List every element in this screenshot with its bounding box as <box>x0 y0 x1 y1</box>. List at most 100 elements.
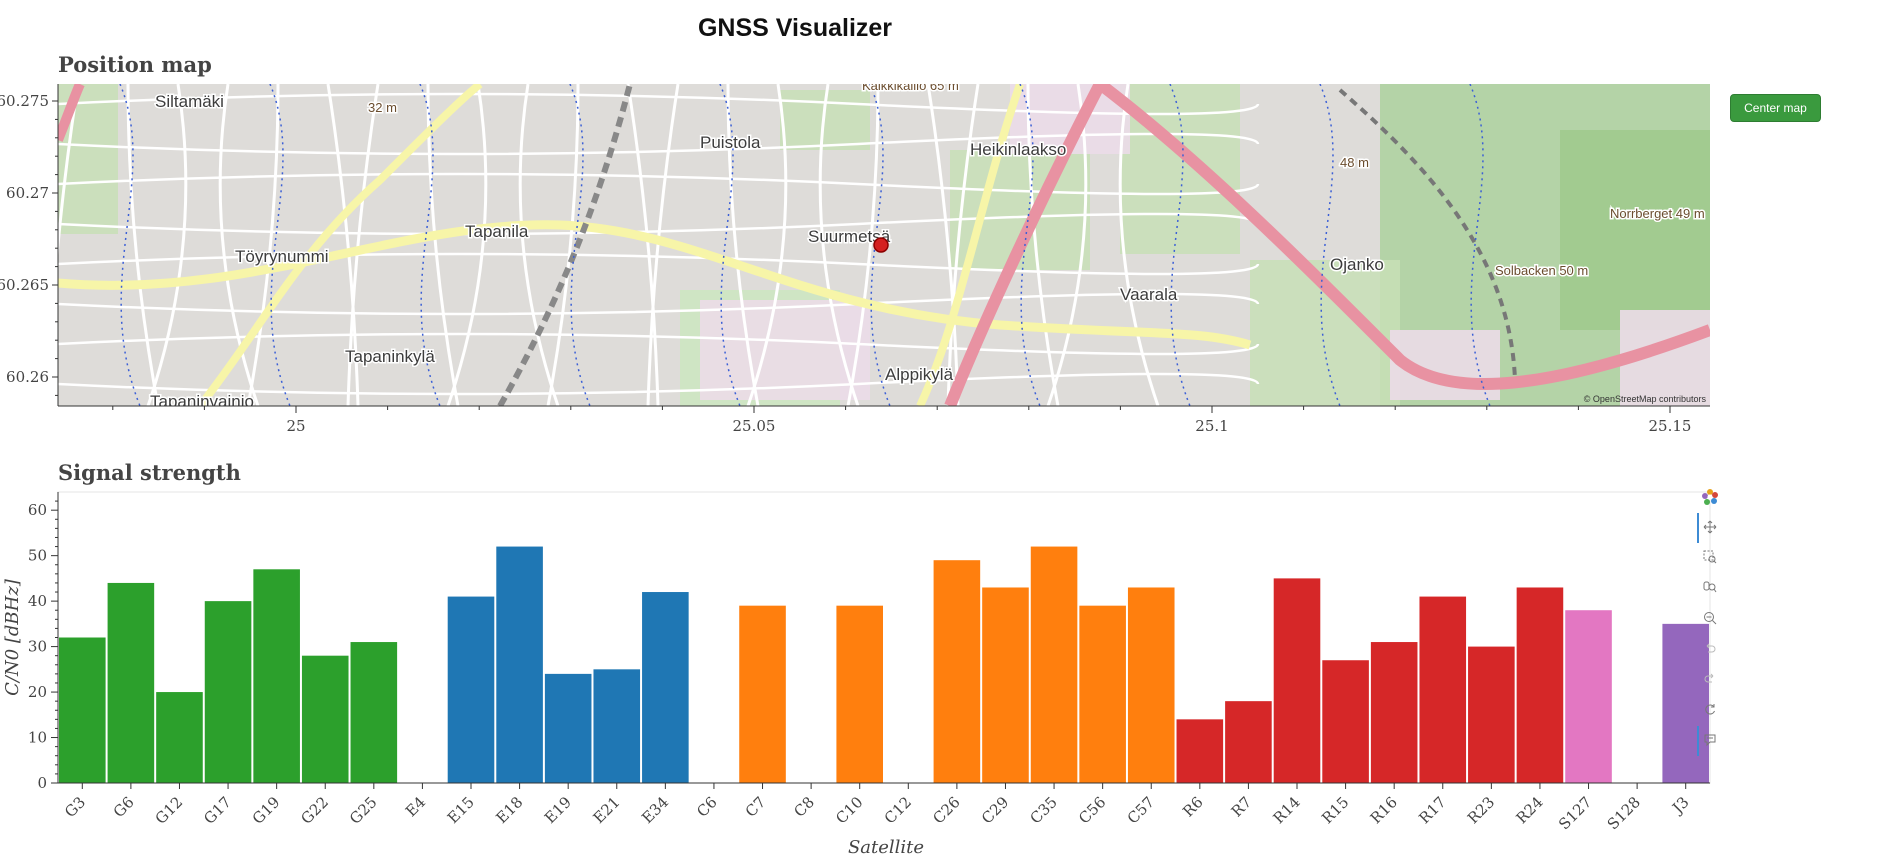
bar-C29[interactable] <box>982 587 1029 783</box>
bar-R16[interactable] <box>1370 642 1418 783</box>
footpath <box>269 84 291 406</box>
x-tick-label: E18 <box>492 793 526 827</box>
hover-icon[interactable] <box>1699 729 1721 751</box>
bar-E15[interactable] <box>447 596 495 783</box>
map-place-label: Puistola <box>700 133 761 152</box>
y-tick-label: 0 <box>37 774 47 792</box>
street <box>58 92 1260 116</box>
bar-G12[interactable] <box>156 692 203 783</box>
bar-C26[interactable] <box>933 560 981 783</box>
bar-C56[interactable] <box>1079 605 1126 783</box>
motorway <box>944 84 1106 406</box>
bar-G6[interactable] <box>107 582 155 783</box>
bar-G17[interactable] <box>204 601 252 783</box>
map-place-label: Alppikylä <box>885 365 954 384</box>
bar-C10[interactable] <box>836 605 883 783</box>
x-tick-label: C56 <box>1075 793 1109 827</box>
x-tick-label: C7 <box>742 793 770 821</box>
park-area <box>1560 130 1710 330</box>
map-place-label: Tapanila <box>465 222 529 241</box>
bar-S127[interactable] <box>1565 610 1612 783</box>
undo-icon[interactable] <box>1699 637 1721 659</box>
x-tick-label: R16 <box>1367 793 1401 827</box>
street <box>726 84 760 406</box>
bar-R6[interactable] <box>1176 719 1224 783</box>
bar-R7[interactable] <box>1225 701 1272 783</box>
x-tick-label: C6 <box>693 793 721 821</box>
bar-E19[interactable] <box>544 673 592 783</box>
map-place-label: Tapaninkylä <box>345 347 435 366</box>
bar-R17[interactable] <box>1419 596 1467 783</box>
x-tick-label: C35 <box>1027 793 1061 827</box>
bar-J3[interactable] <box>1662 623 1709 783</box>
main-road <box>196 84 483 406</box>
footpath <box>569 84 591 406</box>
street <box>58 332 1260 356</box>
street <box>58 84 80 262</box>
map-place-label: Tapaninvainio <box>150 392 254 411</box>
active-tool-indicator <box>1697 726 1699 756</box>
x-tick-label: E4 <box>402 793 429 820</box>
bar-E21[interactable] <box>593 669 641 783</box>
x-tick-label: C12 <box>881 793 915 827</box>
app-title: GNSS Visualizer <box>697 14 893 42</box>
position-marker[interactable] <box>873 237 889 253</box>
street <box>326 84 360 406</box>
x-tick-label: E34 <box>638 793 672 827</box>
map-x-tick-label: 25 <box>286 417 305 435</box>
street <box>58 252 1260 276</box>
map-attribution: © OpenStreetMap contributors <box>1584 394 1707 404</box>
street <box>626 84 660 406</box>
x-tick-label: E15 <box>444 793 478 827</box>
x-tick-label: R17 <box>1415 793 1449 827</box>
bar-G19[interactable] <box>253 569 300 783</box>
wheel-zoom-icon[interactable] <box>1699 576 1721 598</box>
x-tick-label: G19 <box>249 793 284 828</box>
bar-R23[interactable] <box>1468 646 1515 783</box>
street <box>846 84 880 406</box>
y-axis-label: C/N0 [dBHz] <box>2 578 23 696</box>
map-section-title: Position map <box>58 52 212 77</box>
zoom-out-icon[interactable] <box>1699 607 1721 629</box>
pan-icon[interactable] <box>1699 516 1721 538</box>
bar-C35[interactable] <box>1030 546 1078 783</box>
street <box>1118 84 1160 406</box>
y-tick-label: 10 <box>28 729 47 747</box>
bar-R15[interactable] <box>1322 660 1369 783</box>
x-tick-label: R15 <box>1318 793 1352 827</box>
bar-R24[interactable] <box>1516 587 1564 783</box>
position-map[interactable]: Siltamäki Puistola Heikinlaakso Tapanila Töy… <box>0 0 1880 440</box>
bar-G22[interactable] <box>301 655 349 783</box>
bar-C57[interactable] <box>1127 587 1175 783</box>
x-tick-label: G3 <box>61 793 89 821</box>
center-map-button[interactable]: Center map <box>1730 94 1821 122</box>
footpath <box>1169 84 1191 406</box>
main-road <box>916 84 1024 406</box>
x-tick-label: G25 <box>346 793 381 828</box>
redo-icon[interactable] <box>1699 667 1721 689</box>
bar-E18[interactable] <box>496 546 543 783</box>
bar-C7[interactable] <box>739 605 786 783</box>
box-zoom-icon[interactable] <box>1699 546 1721 568</box>
motorway <box>58 84 85 142</box>
bokeh-logo-icon[interactable] <box>1699 486 1721 508</box>
footpath <box>1319 84 1341 406</box>
map-y-tick-label: 60.265 <box>0 276 49 294</box>
bar-R14[interactable] <box>1273 578 1321 783</box>
bar-E34[interactable] <box>642 592 689 783</box>
x-tick-label: S127 <box>1555 793 1595 833</box>
x-tick-label: C57 <box>1124 793 1158 827</box>
bar-G25[interactable] <box>350 642 398 783</box>
map-place-label: 48 m <box>1340 155 1369 170</box>
bar-G3[interactable] <box>59 637 106 784</box>
map-place-label: Vaarala <box>1120 285 1178 304</box>
map-y-tick-label: 60.26 <box>6 368 49 386</box>
x-tick-label: S128 <box>1604 793 1644 833</box>
y-tick-label: 60 <box>28 501 47 519</box>
street <box>246 84 280 406</box>
map-place-label: Heikinlaakso <box>970 140 1066 159</box>
active-tool-indicator <box>1697 513 1699 543</box>
reset-icon[interactable] <box>1699 698 1721 720</box>
x-axis-label: Satellite <box>848 837 924 858</box>
